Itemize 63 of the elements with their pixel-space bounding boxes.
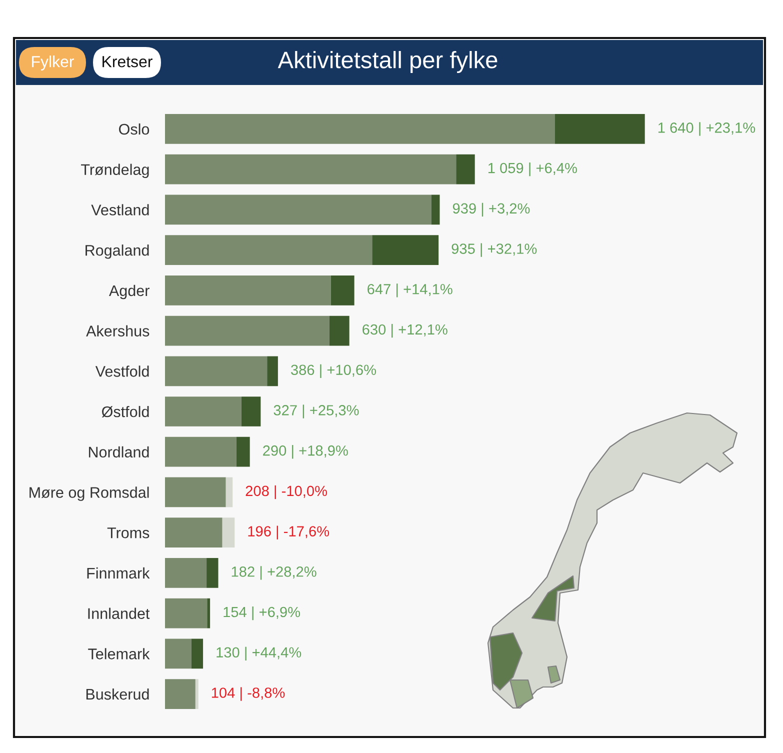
y-tick-label: Møre og Romsdal [30, 486, 149, 501]
bar [165, 235, 372, 265]
bar [236, 436, 250, 467]
total-label: 130 | +44,4% [216, 646, 302, 660]
y-tick-label: Innlandet [88, 608, 150, 619]
bar [207, 598, 210, 628]
y-tick-label: Troms [107, 528, 150, 538]
bar [191, 638, 204, 669]
bar [226, 477, 233, 508]
bar [165, 558, 207, 588]
text: Fylker [32, 56, 74, 70]
y-tick-label: Akershus [86, 325, 150, 336]
y-tick-label: Telemark [88, 648, 150, 660]
bar [329, 316, 350, 346]
bar [165, 114, 555, 144]
total-label: 327 | +25,3% [274, 404, 359, 418]
bar [165, 518, 222, 548]
bar [165, 194, 432, 225]
bar [554, 114, 645, 144]
total-label: 182 | +28,2% [232, 566, 316, 580]
data-label: 208 | -10,0% [246, 485, 327, 500]
bar [241, 396, 261, 426]
y-tick-label: Trøndelag [81, 164, 149, 178]
bar [165, 275, 331, 306]
data-label: 104 | -8,8% [212, 687, 285, 701]
y-tick-label: Vestland [91, 204, 149, 216]
bar [431, 194, 440, 225]
total-label: 647 | +14,1% [368, 284, 452, 298]
bar [165, 598, 208, 628]
total-label: 154 | +6,9% [224, 606, 300, 620]
bar [165, 638, 192, 669]
bar [222, 518, 235, 548]
y-tick-label: Nordland [88, 446, 149, 458]
total-label: 935 | +32,1% [452, 243, 537, 257]
bar [456, 154, 475, 184]
bar [165, 356, 268, 386]
y-tick-label: Vestfold [95, 366, 149, 377]
text: Kretser [102, 56, 152, 68]
total-label: 630 | +12,1% [362, 324, 448, 338]
total-label: 290 | +18,9% [263, 445, 348, 459]
y-tick-label: Rogaland [86, 244, 149, 259]
bar [165, 316, 330, 346]
data-label: 196 | -17,6% [248, 526, 330, 540]
bar [165, 154, 456, 184]
total-label: 1 059 | +6,4% [488, 162, 577, 176]
total-label: 386 | +10,6% [290, 364, 376, 378]
y-tick-label: Buskerud [86, 688, 149, 700]
bar [267, 356, 278, 386]
chart-title: Aktivitetstall per fylke [278, 50, 498, 74]
bar [165, 436, 236, 467]
bar [206, 558, 218, 588]
y-tick-label: Agder [108, 284, 150, 300]
bar [165, 477, 226, 508]
bar [195, 679, 198, 709]
bar [372, 235, 439, 265]
y-tick-label: Oslo [119, 123, 150, 135]
bar [165, 679, 196, 709]
total-label: 1 640 | +23,1% [658, 122, 756, 136]
bar [330, 275, 354, 306]
y-tick-label: Østfold [102, 406, 149, 418]
y-tick-label: Finnmark [87, 567, 150, 579]
total-label: 939 | +3,2% [452, 202, 530, 217]
bar [165, 396, 242, 426]
